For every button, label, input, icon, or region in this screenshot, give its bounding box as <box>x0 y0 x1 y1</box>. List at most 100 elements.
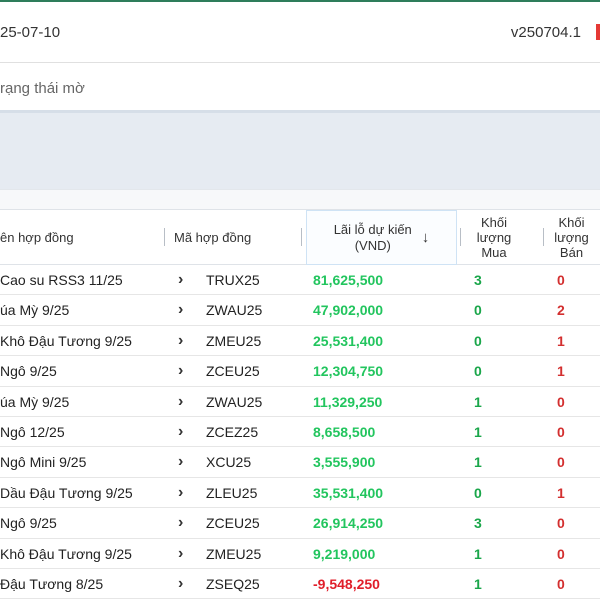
top-bar: 25-07-10 v250704.1 <box>0 0 600 62</box>
column-header-expected-pnl[interactable]: Lãi lỗ dự kiến (VND) ↓ <box>306 210 457 265</box>
section-gap <box>0 189 600 209</box>
table-row[interactable]: Ngô 9/25 › ZCEU25 12,304,750 0 1 <box>0 356 600 387</box>
expected-pnl: 26,914,250 <box>313 515 384 532</box>
expected-pnl: 12,304,750 <box>313 363 384 380</box>
column-separator[interactable] <box>460 228 461 246</box>
table-row[interactable]: Ngô 12/25 › ZCEZ25 8,658,500 1 0 <box>0 417 600 448</box>
chevron-right-icon[interactable]: › <box>178 392 184 410</box>
chevron-right-icon[interactable]: › <box>178 453 184 471</box>
table-row[interactable]: Khô Đậu Tương 9/25 › ZMEU25 9,219,000 1 … <box>0 539 600 569</box>
buy-volume: 1 <box>474 575 482 592</box>
buy-volume: 0 <box>474 484 482 501</box>
chevron-right-icon[interactable]: › <box>178 574 184 592</box>
column-header-contract-code[interactable]: Mã hợp đồng <box>174 230 252 245</box>
expected-pnl: 11,329,250 <box>313 393 383 410</box>
contract-name: Ngô 12/25 <box>0 423 65 440</box>
buy-volume: 1 <box>474 454 482 471</box>
contract-name: Khô Đậu Tương 9/25 <box>0 545 132 562</box>
table-header: ên hợp đồng Mã hợp đồng Lãi lỗ dự kiến (… <box>0 209 600 265</box>
buy-volume-label: Khối lượng Mua <box>476 215 512 260</box>
table-row[interactable]: Đậu Tương 8/25 › ZSEQ25 -9,548,250 1 0 <box>0 569 600 600</box>
sell-volume: 2 <box>557 302 565 319</box>
contracts-table-body: Cao su RSS3 11/25 › TRUX25 81,625,500 3 … <box>0 265 600 600</box>
sell-volume: 0 <box>557 545 565 562</box>
contract-code: XCU25 <box>206 454 252 471</box>
expected-pnl: -9,548,250 <box>313 575 380 592</box>
contract-code: TRUX25 <box>206 272 260 288</box>
sell-volume: 0 <box>557 272 565 288</box>
status-indicator <box>596 24 600 40</box>
contract-code: ZSEQ25 <box>206 575 260 592</box>
contract-name: úa Mỳ 9/25 <box>0 393 70 410</box>
contract-name: úa Mỳ 9/25 <box>0 302 70 319</box>
chevron-right-icon[interactable]: › <box>178 422 184 440</box>
column-separator[interactable] <box>301 228 302 246</box>
chevron-right-icon[interactable]: › <box>178 331 184 349</box>
contract-code: ZCEU25 <box>206 363 260 380</box>
table-row[interactable]: Dầu Đậu Tương 9/25 › ZLEU25 35,531,400 0… <box>0 478 600 509</box>
expected-pnl: 47,902,000 <box>313 302 384 319</box>
contract-name: Khô Đậu Tương 9/25 <box>0 332 132 349</box>
expected-pnl: 3,555,900 <box>313 454 376 471</box>
sell-volume: 0 <box>557 423 565 440</box>
contract-name: Cao su RSS3 11/25 <box>0 272 123 288</box>
buy-volume: 0 <box>474 302 482 319</box>
sell-volume: 0 <box>557 575 565 592</box>
sell-volume: 0 <box>557 454 565 471</box>
table-row[interactable]: Ngô Mini 9/25 › XCU25 3,555,900 1 0 <box>0 447 600 478</box>
filter-divider <box>0 110 600 113</box>
sell-volume: 0 <box>557 393 565 410</box>
contract-name: Ngô Mini 9/25 <box>0 454 87 471</box>
table-row[interactable]: Ngô 9/25 › ZCEU25 26,914,250 3 0 <box>0 508 600 539</box>
sell-volume: 1 <box>557 332 565 349</box>
contract-code: ZLEU25 <box>206 484 258 501</box>
contract-name: Dầu Đậu Tương 9/25 <box>0 484 133 501</box>
status-filter[interactable]: rạng thái mờ <box>0 62 600 112</box>
buy-volume: 3 <box>474 272 482 288</box>
chevron-right-icon[interactable]: › <box>178 301 184 319</box>
buy-volume: 0 <box>474 363 482 380</box>
expected-pnl-label: Lãi lỗ dự kiến (VND) <box>333 221 412 253</box>
chevron-right-icon[interactable]: › <box>178 544 184 562</box>
contract-name: Ngô 9/25 <box>0 515 57 532</box>
expected-pnl: 81,625,500 <box>313 272 384 288</box>
sell-volume: 1 <box>557 363 565 380</box>
sell-volume: 1 <box>557 484 565 501</box>
expected-pnl: 9,219,000 <box>313 545 376 562</box>
contract-code: ZMEU25 <box>206 332 262 349</box>
column-header-sell-volume[interactable]: Khối lượng Bán <box>543 210 600 265</box>
buy-volume: 1 <box>474 545 482 562</box>
sell-volume: 0 <box>557 515 565 532</box>
chevron-right-icon[interactable]: › <box>178 271 184 288</box>
buy-volume: 3 <box>474 515 482 532</box>
summary-band <box>0 113 600 189</box>
table-row[interactable]: Khô Đậu Tương 9/25 › ZMEU25 25,531,400 0… <box>0 326 600 357</box>
contract-code: ZCEZ25 <box>206 423 259 440</box>
contract-name: Ngô 9/25 <box>0 363 57 380</box>
contract-code: ZWAU25 <box>206 393 263 410</box>
table-row[interactable]: úa Mỳ 9/25 › ZWAU25 47,902,000 0 2 <box>0 295 600 326</box>
contract-code: ZCEU25 <box>206 515 260 532</box>
column-header-buy-volume[interactable]: Khối lượng Mua <box>461 210 527 265</box>
date-label: 25-07-10 <box>0 24 61 41</box>
chevron-right-icon[interactable]: › <box>178 514 184 532</box>
column-separator[interactable] <box>164 228 165 246</box>
chevron-right-icon[interactable]: › <box>178 362 184 380</box>
buy-volume: 1 <box>474 423 482 440</box>
column-separator[interactable] <box>543 228 544 246</box>
chevron-right-icon[interactable]: › <box>178 483 184 501</box>
contract-code: ZMEU25 <box>206 545 262 562</box>
expected-pnl: 25,531,400 <box>313 332 384 349</box>
version-label: v250704.1 <box>510 24 581 41</box>
column-header-contract-name[interactable]: ên hợp đồng <box>0 230 74 245</box>
buy-volume: 0 <box>474 332 482 349</box>
buy-volume: 1 <box>474 393 482 410</box>
contract-name: Đậu Tương 8/25 <box>0 575 104 592</box>
arrow-down-icon[interactable]: ↓ <box>421 229 430 246</box>
expected-pnl: 8,658,500 <box>313 423 376 440</box>
table-row[interactable]: úa Mỳ 9/25 › ZWAU25 11,329,250 1 0 <box>0 387 600 417</box>
sell-volume-label: Khối lượng Bán <box>554 215 589 260</box>
contract-code: ZWAU25 <box>206 302 263 319</box>
status-filter-placeholder: rạng thái mờ <box>0 80 85 97</box>
table-row[interactable]: Cao su RSS3 11/25 › TRUX25 81,625,500 3 … <box>0 265 600 296</box>
